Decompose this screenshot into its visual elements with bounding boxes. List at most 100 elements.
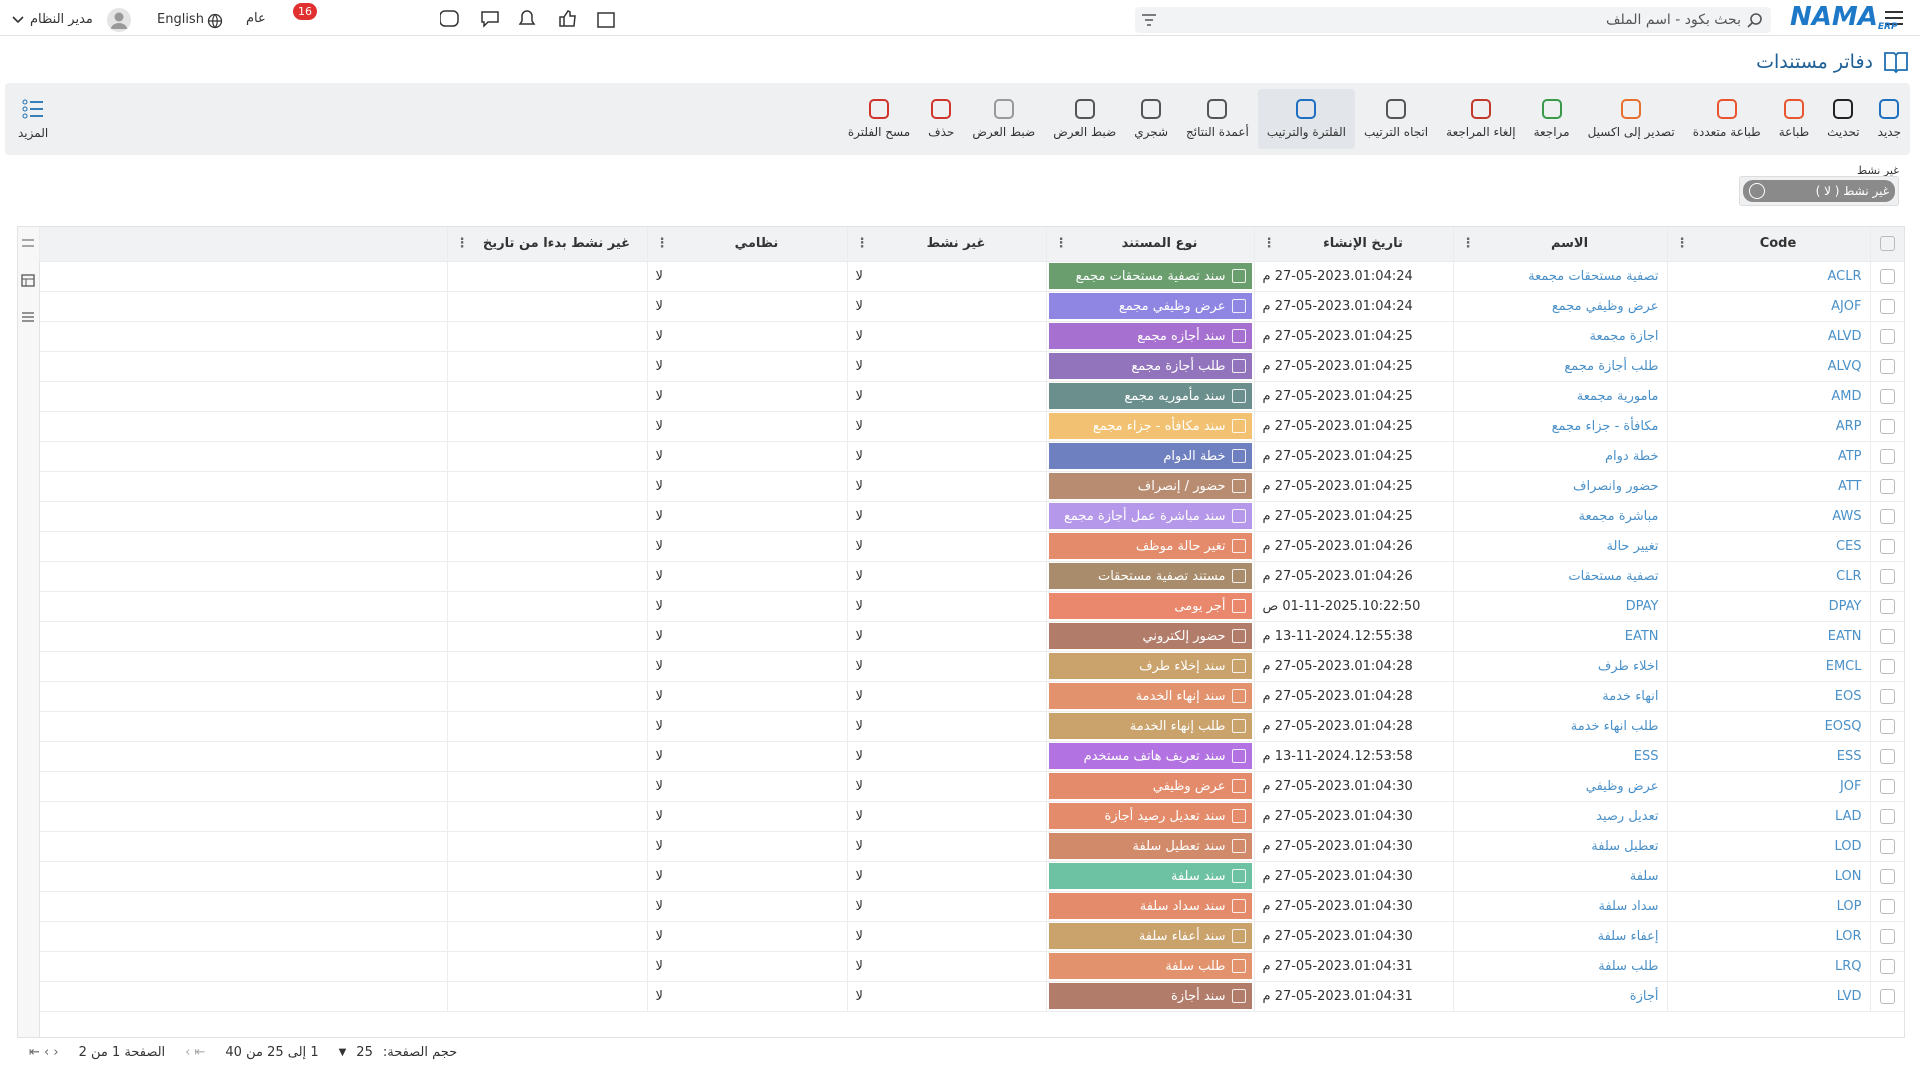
name-cell[interactable]: عرض وظيفي [1452,771,1667,802]
table-row[interactable]: ARP مكافأة - جزاء مجمع 27-05-2023.01:04:25… [39,411,1904,442]
name-cell[interactable]: أجازة [1452,981,1667,1012]
table-row[interactable]: LOR إعفاء سلفة 27-05-2023.01:04:30 م سند أع… [39,921,1904,952]
name-cell[interactable]: اجازة مجمعة [1452,321,1667,352]
code-cell[interactable]: LOR [1666,921,1870,952]
toolbar-button[interactable]: تحديث [1818,89,1869,149]
toolbar-button[interactable]: تصدير إلى اكسيل [1579,89,1684,149]
avatar[interactable] [107,8,131,32]
column-menu[interactable]: ⋮ [1675,236,1695,252]
code-cell[interactable]: CES [1666,531,1870,562]
checkbox[interactable] [1879,478,1895,494]
code-cell[interactable]: JOF [1666,771,1870,802]
column-menu[interactable]: ⋮ [1262,236,1282,252]
toolbar-button[interactable]: حذف [919,89,963,149]
table-row[interactable]: ALVD اجازة مجمعة 27-05-2023.01:04:25 م سند … [39,321,1904,352]
code-cell[interactable]: ALVQ [1666,351,1870,382]
name-cell[interactable]: تصفية مستحقات مجمعة [1452,261,1667,292]
checkbox[interactable] [1879,718,1895,734]
name-cell[interactable]: حضور وانصراف [1452,471,1667,502]
toolbar-button[interactable]: شجري [1125,89,1177,149]
code-cell[interactable]: ACLR [1666,261,1870,292]
toolbar-button[interactable]: اتجاه الترتيب [1355,89,1437,149]
header-icons[interactable] [440,9,640,29]
code-cell[interactable]: AJOF [1666,291,1870,322]
toolbar-button[interactable]: أعمدة النتائج [1177,89,1258,149]
name-cell[interactable]: DPAY [1452,591,1667,622]
user-name[interactable]: مدير النظام [30,12,93,27]
name-cell[interactable]: طلب انهاء خدمة [1452,711,1667,742]
code-cell[interactable]: LAD [1666,801,1870,832]
table-row[interactable]: EOSQ طلب انهاء خدمة 27-05-2023.01:04:28 م ط… [39,711,1904,742]
checkbox[interactable] [1879,448,1895,464]
name-cell[interactable]: عرض وظيفي مجمع [1452,291,1667,322]
checkbox[interactable] [1879,688,1895,704]
table-row[interactable]: DPAY DPAY 01-11-2025.10:22:50 ص أجر يومى لا ل… [39,591,1904,622]
column-header[interactable]: Code ⋮ [1666,227,1870,262]
filter-chip[interactable]: غير نشط ( لا ) [1743,180,1895,202]
code-cell[interactable]: LVD [1666,981,1870,1012]
code-cell[interactable]: ATT [1666,471,1870,502]
pager-nav[interactable]: ⇤ ‹ › [29,1044,59,1060]
name-cell[interactable]: مامورية مجمعة [1452,381,1667,412]
name-cell[interactable]: تغيير حالة [1452,531,1667,562]
column-menu[interactable]: ⋮ [655,236,675,252]
page-size-value[interactable]: 25 [356,1044,373,1060]
column-header[interactable]: غير نشط ⋮ [846,227,1046,262]
checkbox[interactable] [1879,628,1895,644]
checkbox[interactable] [1879,358,1895,374]
table-row[interactable]: LOP سداد سلفة 27-05-2023.01:04:30 م سند سدا… [39,891,1904,922]
table-row[interactable]: ACLR تصفية مستحقات مجمعة 27-05-2023.01:04:… [39,261,1904,292]
checkbox[interactable] [1879,298,1895,314]
checkbox[interactable] [1879,748,1895,764]
name-cell[interactable]: سلفة [1452,861,1667,892]
table-row[interactable]: JOF عرض وظيفي 27-05-2023.01:04:30 م عرض وظي… [39,771,1904,802]
code-cell[interactable]: EOSQ [1666,711,1870,742]
table-row[interactable]: LVD أجازة 27-05-2023.01:04:31 م سند أجازة لا… [39,981,1904,1012]
toolbar-button[interactable]: جديد [1869,89,1910,149]
code-cell[interactable]: EATN [1666,621,1870,652]
checkbox[interactable] [1879,928,1895,944]
name-cell[interactable]: مباشرة مجمعة [1452,501,1667,532]
name-cell[interactable]: إعفاء سلفة [1452,921,1667,952]
column-header[interactable]: غير نشط بدءا من تاريخ ⋮ [446,227,647,262]
table-row[interactable]: LON سلفة 27-05-2023.01:04:30 م سند سلفة لا لا [39,861,1904,892]
table-row[interactable]: ATP خطة دوام 27-05-2023.01:04:25 م خطة الدو… [39,441,1904,472]
name-cell[interactable]: EATN [1452,621,1667,652]
more-button[interactable]: المزيد [9,89,57,149]
name-cell[interactable]: طلب سلفة [1452,951,1667,982]
branch[interactable]: عام [246,11,266,26]
checkbox[interactable] [1879,868,1895,884]
code-cell[interactable]: ATP [1666,441,1870,472]
checkbox[interactable] [1879,388,1895,404]
checkbox[interactable] [1879,328,1895,344]
checkbox[interactable] [1879,568,1895,584]
checkbox[interactable] [1879,508,1895,524]
pager-nav-left[interactable]: ‹ ⇤ [185,1044,206,1060]
checkbox[interactable] [1879,778,1895,794]
code-cell[interactable]: EOS [1666,681,1870,712]
search-box[interactable]: بحث بكود - اسم الملف [1135,7,1771,33]
language[interactable]: English [157,12,204,27]
checkbox[interactable] [1879,598,1895,614]
table-row[interactable]: EOS انهاء خدمة 27-05-2023.01:04:28 م سند إن… [39,681,1904,712]
filter-icon[interactable] [1141,13,1157,27]
toolbar-button[interactable]: إلغاء المراجعة [1437,89,1524,149]
column-header[interactable]: تاريخ الإنشاء ⋮ [1253,227,1453,262]
name-cell[interactable]: تعطيل سلفة [1452,831,1667,862]
toolbar-button[interactable]: مراجعة [1525,89,1579,149]
name-cell[interactable]: تصفية مستحقات [1452,561,1667,592]
table-row[interactable]: CES تغيير حالة 27-05-2023.01:04:26 م تغير ح… [39,531,1904,562]
name-cell[interactable]: ESS [1452,741,1667,772]
column-header[interactable]: نظامي ⋮ [646,227,847,262]
checkbox[interactable] [1879,988,1895,1004]
table-row[interactable]: LRQ طلب سلفة 27-05-2023.01:04:31 م طلب سلفة… [39,951,1904,982]
toolbar-button[interactable]: ضبط العرض [1044,89,1125,149]
select-all[interactable] [1869,227,1904,262]
code-cell[interactable]: ALVD [1666,321,1870,352]
column-menu[interactable]: ⋮ [1054,236,1074,252]
table-row[interactable]: EMCL اخلاء طرف 27-05-2023.01:04:28 م سند إخ… [39,651,1904,682]
name-cell[interactable]: اخلاء طرف [1452,651,1667,682]
table-row[interactable]: CLR تصفية مستحقات 27-05-2023.01:04:26 م مست… [39,561,1904,592]
